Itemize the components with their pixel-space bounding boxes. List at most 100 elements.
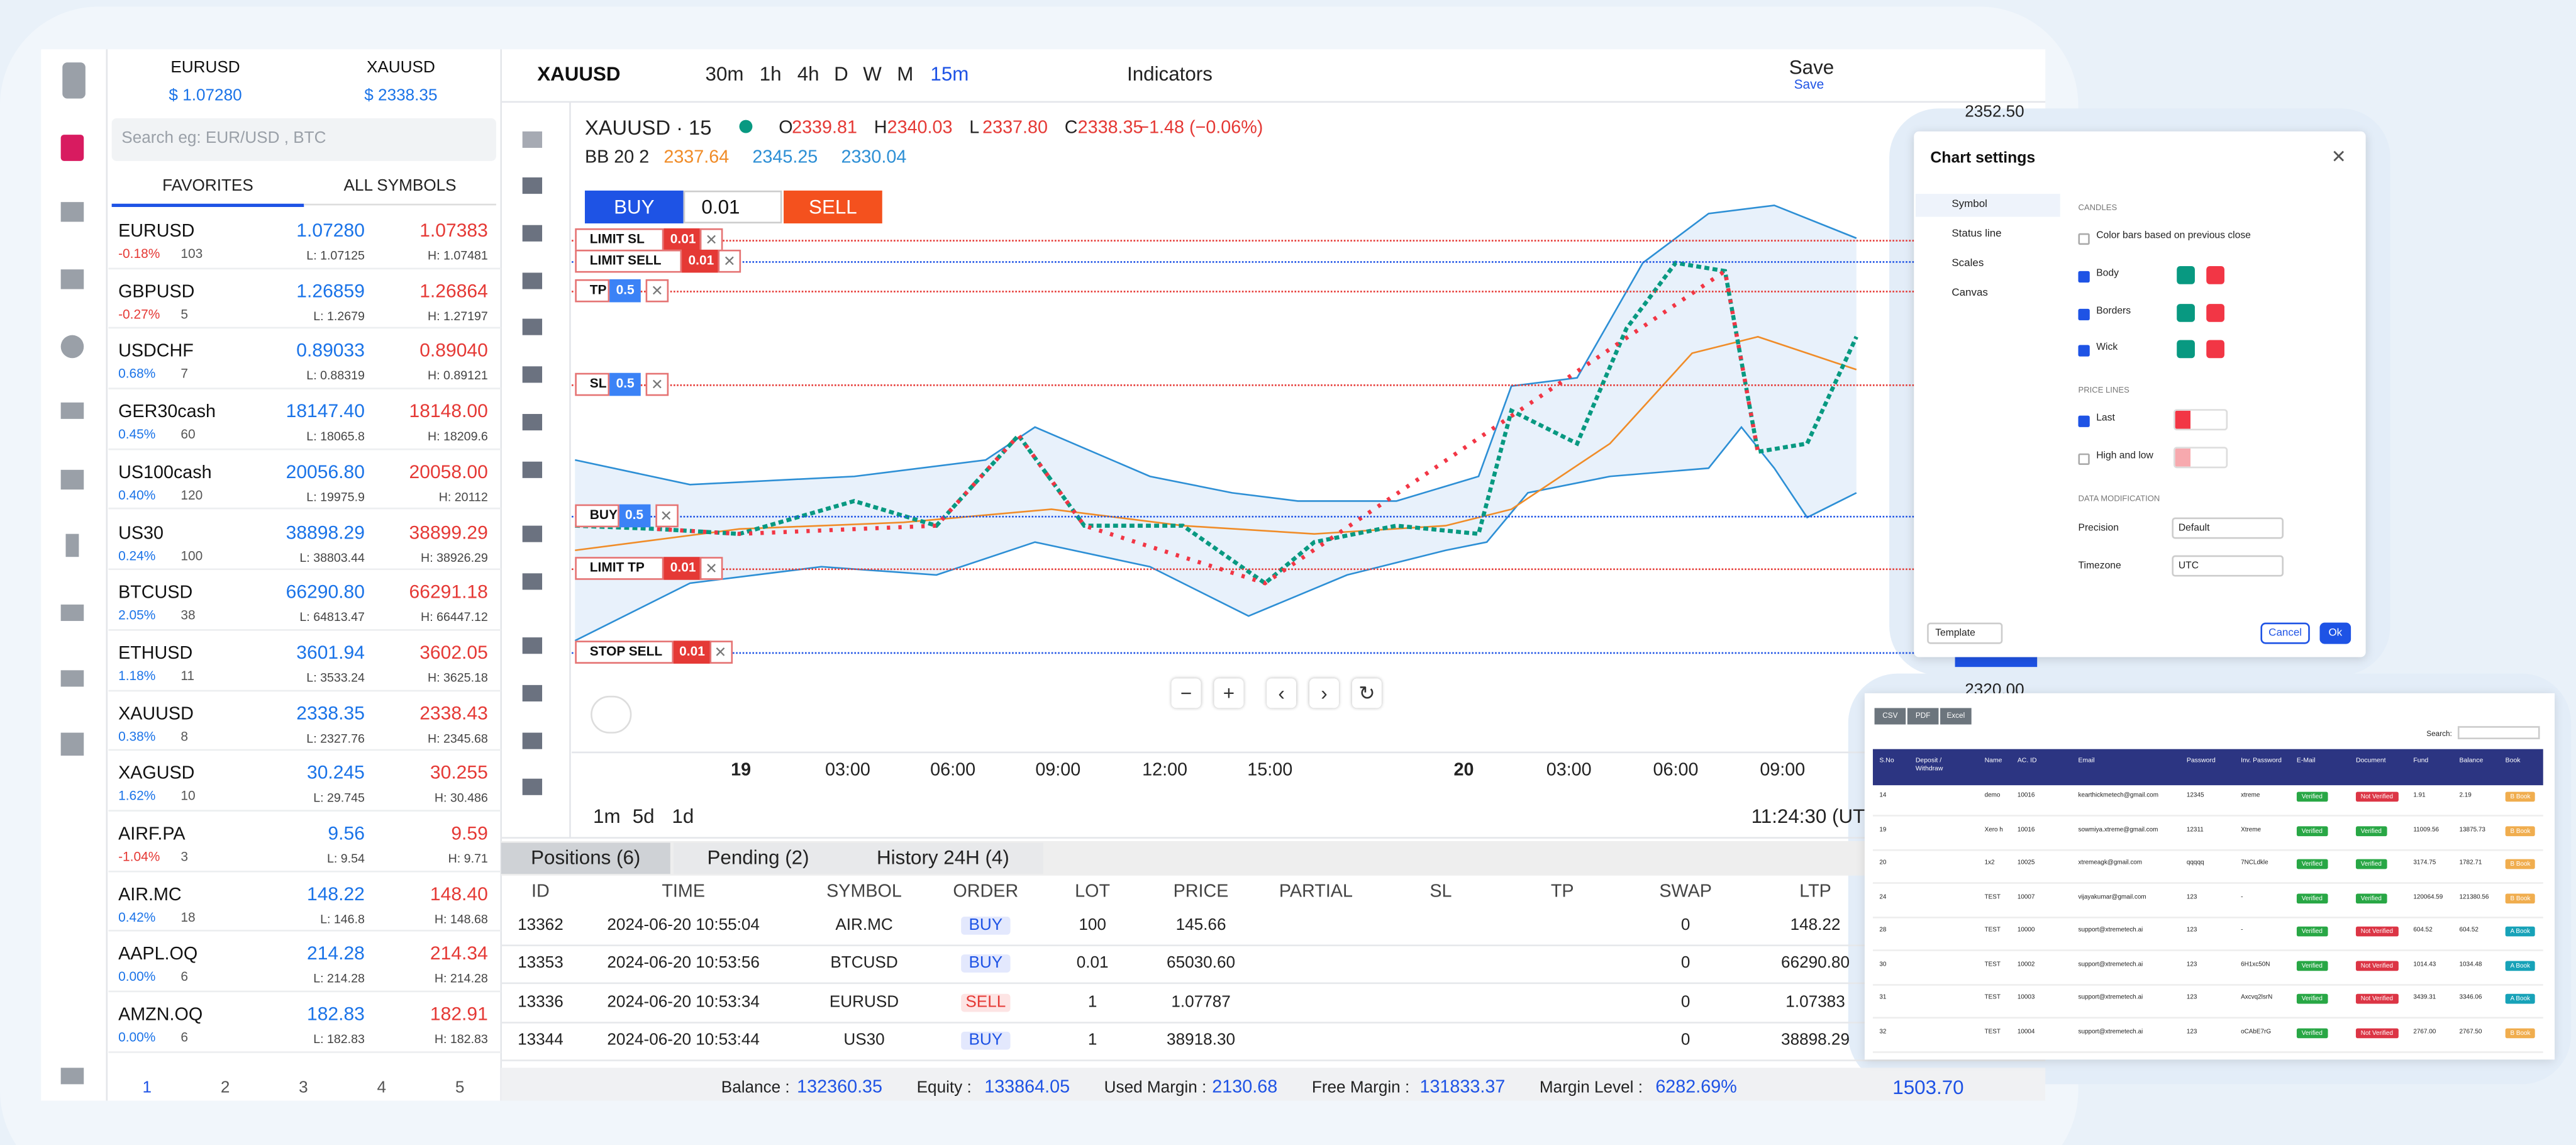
book-button[interactable]: B Book bbox=[2505, 893, 2536, 903]
positions-tab[interactable]: History 24H (4) bbox=[843, 842, 1043, 874]
page-button[interactable]: 3 bbox=[299, 1079, 308, 1098]
pair-symbol[interactable]: XAUUSD bbox=[366, 59, 435, 77]
timeframe[interactable]: M bbox=[897, 62, 914, 86]
order-label[interactable]: STOP SELL bbox=[575, 640, 673, 664]
range-button[interactable]: 5d bbox=[632, 805, 655, 829]
order-badge[interactable]: SELL bbox=[961, 993, 1011, 1012]
order-close[interactable]: ✕ bbox=[709, 640, 732, 664]
sell-button[interactable]: SELL bbox=[784, 190, 882, 224]
watch-row[interactable] bbox=[108, 571, 501, 631]
save-button[interactable]: Save bbox=[1789, 55, 1835, 79]
order-badge[interactable]: BUY bbox=[961, 1031, 1011, 1050]
order-close[interactable]: ✕ bbox=[718, 249, 741, 273]
watch-row[interactable] bbox=[108, 510, 501, 571]
swatch[interactable] bbox=[2206, 340, 2224, 359]
settings-nav[interactable]: Status line bbox=[1951, 228, 2002, 240]
order-badge[interactable]: BUY bbox=[961, 917, 1011, 935]
order-close[interactable]: ✕ bbox=[699, 557, 723, 580]
search-input[interactable] bbox=[2457, 726, 2540, 740]
watch-row[interactable] bbox=[108, 630, 501, 691]
export-button[interactable]: CSV bbox=[1874, 708, 1906, 725]
swatch[interactable] bbox=[2206, 266, 2224, 284]
watch-row[interactable] bbox=[108, 751, 501, 812]
watch-row[interactable] bbox=[108, 932, 501, 993]
cancel-button[interactable]: Cancel bbox=[2260, 622, 2310, 644]
positions-tab[interactable]: Positions (6) bbox=[501, 842, 670, 874]
checkbox[interactable] bbox=[2078, 233, 2090, 245]
checkbox[interactable] bbox=[2078, 308, 2090, 320]
order-label[interactable]: BUY bbox=[575, 504, 619, 528]
timeframe[interactable]: W bbox=[863, 62, 882, 86]
checkbox[interactable] bbox=[2078, 453, 2090, 465]
indicators-button[interactable]: Indicators bbox=[1126, 62, 1213, 86]
line-swatch[interactable] bbox=[2173, 447, 2228, 469]
settings-nav[interactable]: Scales bbox=[1951, 257, 1984, 270]
export-button[interactable]: PDF bbox=[1907, 708, 1939, 725]
watch-row[interactable] bbox=[108, 209, 501, 269]
order-qty[interactable]: 0.01 bbox=[672, 640, 712, 664]
template-select[interactable]: Template bbox=[1927, 622, 2003, 644]
swatch[interactable] bbox=[2206, 303, 2224, 321]
zoom-button[interactable]: ↻ bbox=[1352, 678, 1382, 708]
timeframe[interactable]: D bbox=[834, 62, 848, 86]
search-box[interactable] bbox=[111, 118, 496, 161]
export-button[interactable]: Excel bbox=[1940, 708, 1972, 725]
checkbox[interactable] bbox=[2078, 415, 2090, 427]
select[interactable]: UTC bbox=[2172, 554, 2284, 576]
order-label[interactable]: LIMIT SL bbox=[575, 228, 664, 252]
order-qty[interactable]: 0.5 bbox=[609, 279, 641, 303]
order-qty[interactable]: 0.01 bbox=[663, 557, 702, 580]
order-qty[interactable]: 0.01 bbox=[663, 228, 702, 252]
settings-nav[interactable]: Canvas bbox=[1951, 287, 1988, 299]
order-close[interactable]: ✕ bbox=[645, 372, 669, 396]
ok-button[interactable]: Ok bbox=[2319, 622, 2351, 644]
zoom-button[interactable]: › bbox=[1309, 678, 1339, 708]
order-qty[interactable]: 0.5 bbox=[618, 504, 650, 528]
page-button[interactable]: 2 bbox=[220, 1079, 230, 1098]
timeframe[interactable]: 30m bbox=[705, 62, 744, 86]
order-qty[interactable]: 0.01 bbox=[682, 249, 721, 273]
pair-price[interactable]: $ 2338.35 bbox=[364, 87, 438, 106]
range-button[interactable]: 1d bbox=[672, 805, 694, 829]
page-button[interactable]: 5 bbox=[455, 1079, 465, 1098]
book-button[interactable]: B Book bbox=[2505, 859, 2536, 869]
dialog-close[interactable]: ✕ bbox=[2331, 148, 2346, 168]
lot-input[interactable]: 0.01 bbox=[683, 190, 782, 224]
watch-row[interactable] bbox=[108, 329, 501, 390]
watch-row[interactable] bbox=[108, 812, 501, 872]
positions-tab[interactable]: Pending (2) bbox=[674, 842, 843, 874]
pair-price[interactable]: $ 1.07280 bbox=[169, 87, 242, 106]
watchlist-tab[interactable]: FAVORITES bbox=[111, 177, 304, 208]
zoom-button[interactable]: + bbox=[1214, 678, 1244, 708]
timeframe[interactable]: 4h bbox=[797, 62, 819, 86]
timeframe[interactable]: 1h bbox=[759, 62, 782, 86]
book-button[interactable]: B Book bbox=[2505, 791, 2536, 802]
order-close[interactable]: ✕ bbox=[654, 504, 678, 528]
page-button[interactable]: 1 bbox=[142, 1079, 152, 1098]
checkbox[interactable] bbox=[2078, 345, 2090, 357]
pair-symbol[interactable]: EURUSD bbox=[170, 59, 240, 77]
zoom-button[interactable]: ‹ bbox=[1267, 678, 1297, 708]
zoom-button[interactable]: − bbox=[1171, 678, 1201, 708]
settings-nav[interactable]: Symbol bbox=[1915, 194, 2060, 217]
order-close[interactable]: ✕ bbox=[699, 228, 723, 252]
book-button[interactable]: B Book bbox=[2505, 1027, 2536, 1037]
book-button[interactable]: A Book bbox=[2505, 926, 2535, 937]
watch-row[interactable] bbox=[108, 269, 501, 330]
swatch[interactable] bbox=[2177, 303, 2195, 321]
watch-row[interactable] bbox=[108, 450, 501, 510]
order-label[interactable]: SL bbox=[575, 372, 610, 396]
swatch[interactable] bbox=[2177, 266, 2195, 284]
order-close[interactable]: ✕ bbox=[645, 279, 669, 303]
order-badge[interactable]: BUY bbox=[961, 954, 1011, 973]
book-button[interactable]: A Book bbox=[2505, 960, 2535, 970]
line-swatch[interactable] bbox=[2173, 409, 2228, 431]
watch-row[interactable] bbox=[108, 389, 501, 450]
book-button[interactable]: A Book bbox=[2505, 993, 2535, 1004]
watch-row[interactable] bbox=[108, 992, 501, 1053]
buy-button[interactable]: BUY bbox=[584, 190, 684, 224]
timeframe[interactable]: 15m bbox=[930, 62, 969, 86]
order-qty[interactable]: 0.5 bbox=[609, 372, 641, 396]
page-button[interactable]: 4 bbox=[377, 1079, 387, 1098]
watchlist-tab[interactable]: ALL SYMBOLS bbox=[304, 177, 496, 206]
